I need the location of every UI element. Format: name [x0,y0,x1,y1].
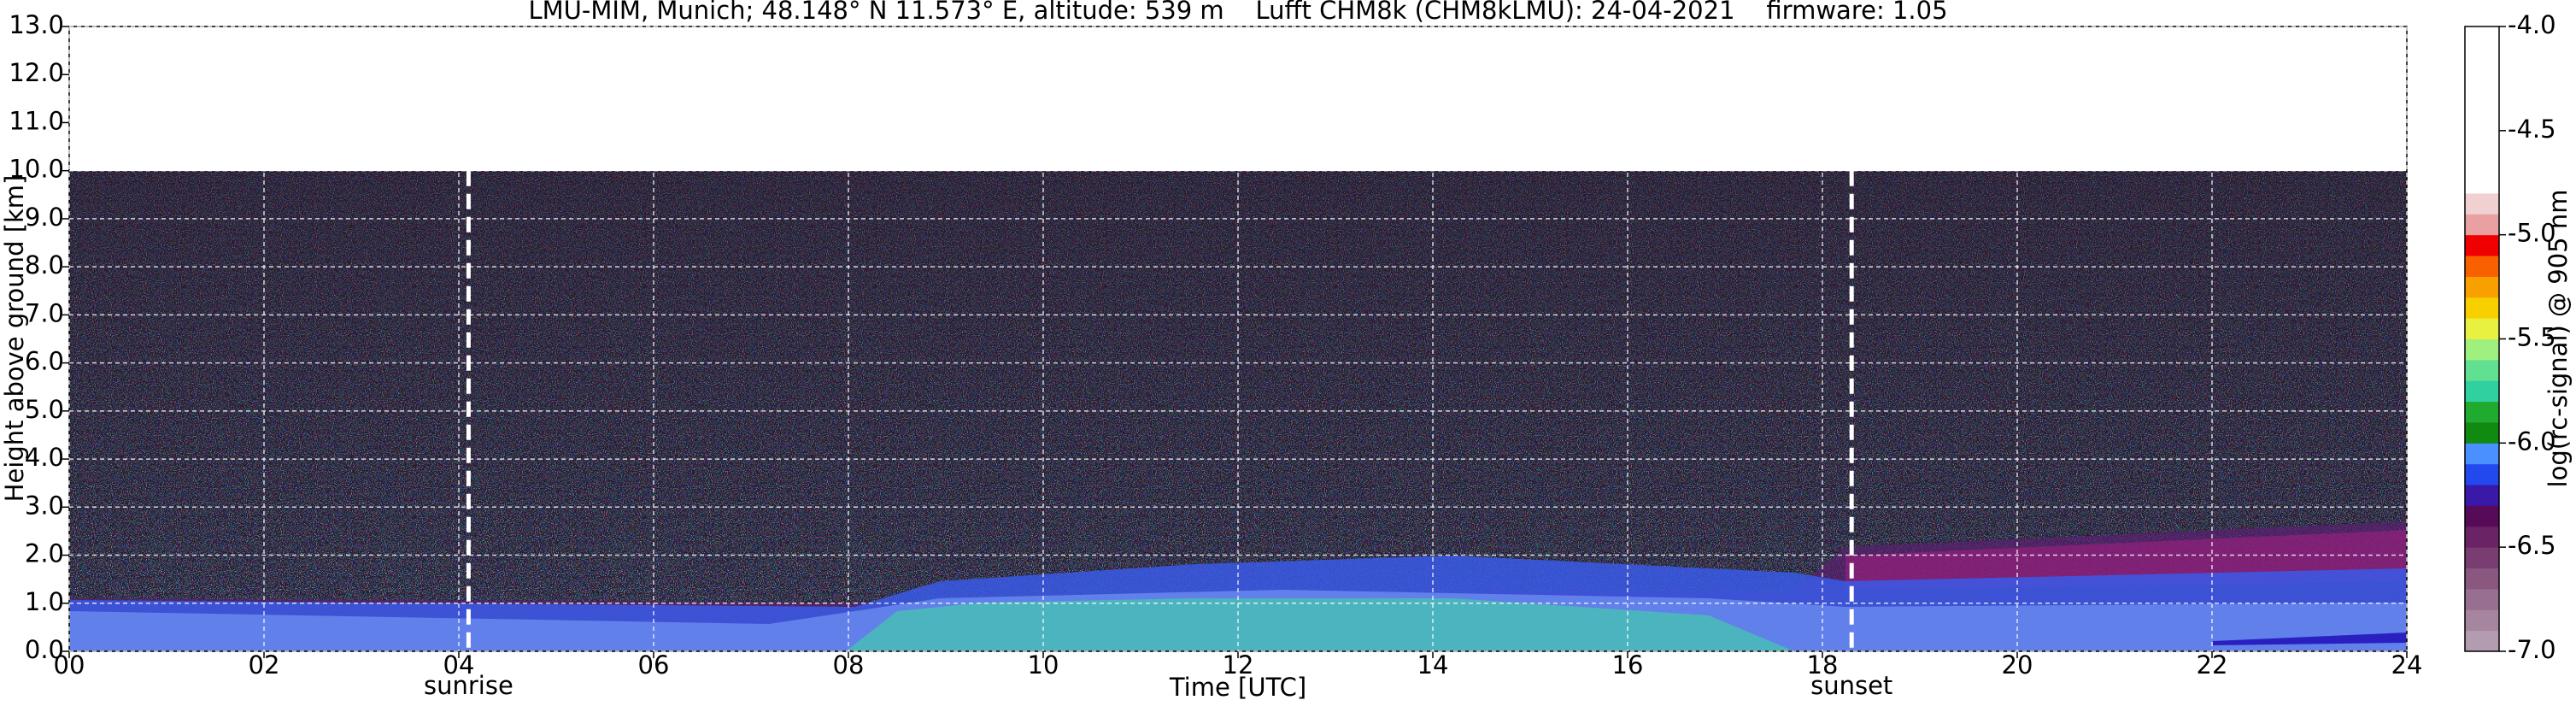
x-tick-label: 14 [1417,650,1449,680]
y-tick-label: 9.0 [25,203,64,232]
colorbar-band [2465,485,2499,506]
colorbar-band [2465,588,2499,610]
x-tick-label: 20 [2002,650,2033,680]
y-tick-label: 8.0 [25,250,64,279]
x-tick-label: 12 [1223,650,1254,680]
colorbar-band [2465,256,2499,277]
x-tick-label: 10 [1028,650,1059,680]
y-tick-label: 11.0 [9,106,64,135]
colorbar-band [2465,151,2499,174]
x-tick-label: 16 [1612,650,1644,680]
colorbar-band [2465,234,2499,256]
colorbar-band [2465,172,2499,194]
y-axis-label: Height above ground [km] [0,175,29,503]
x-tick-label: 04 [443,650,475,680]
colorbar-band [2465,214,2499,236]
colorbar-band [2465,130,2499,152]
x-tick-label: 02 [249,650,280,680]
y-tick-label: 4.0 [25,443,64,472]
colorbar-tick-label: -5.0 [2508,219,2556,248]
y-tick-label: 10.0 [9,155,64,184]
colorbar-band [2465,630,2499,652]
chart-title: LMU-MIM, Munich; 48.148° N 11.573° E, al… [528,0,1947,25]
y-tick-label: 6.0 [25,347,64,376]
y-tick-label: 7.0 [25,298,64,327]
y-tick-label: 12.0 [9,58,64,87]
colorbar-band [2465,547,2499,569]
x-tick-label: 06 [638,650,670,680]
colorbar-band [2465,526,2499,548]
colorbar-band [2465,463,2499,485]
colorbar-band [2465,443,2499,465]
x-tick-label: 00 [54,650,85,680]
colorbar-band [2465,380,2499,403]
x-tick-label: 18 [1807,650,1839,680]
colorbar-band [2465,568,2499,590]
x-axis-label: Time [UTC] [1169,673,1306,702]
colorbar-band [2465,609,2499,632]
colorbar-band [2465,359,2499,381]
colorbar-tick-label: -4.5 [2508,115,2556,144]
y-tick-label: 13.0 [9,10,64,39]
colorbar-band [2465,338,2499,361]
colorbar-band [2465,297,2499,319]
colorbar-tick-label: -4.0 [2508,10,2556,39]
colorbar-band [2465,421,2499,444]
colorbar-band [2465,192,2499,215]
colorbar-band [2465,47,2499,69]
x-tick-label: 08 [833,650,865,680]
colorbar-band [2465,505,2499,527]
y-tick-label: 0.0 [25,635,64,664]
x-tick-label: 22 [2197,650,2228,680]
y-tick-label: 1.0 [25,587,64,616]
colorbar-tick-label: -6.5 [2508,531,2556,560]
colorbar-band [2465,89,2499,110]
colorbar-band [2465,401,2499,423]
x-tick-label: 24 [2391,650,2423,680]
colorbar-band [2465,26,2499,48]
colorbar-band [2465,109,2499,132]
y-tick-label: 5.0 [25,395,64,424]
y-tick-label: 3.0 [25,491,64,520]
annotation-label: sunrise [424,671,513,700]
colorbar-band [2465,276,2499,298]
annotation-label: sunset [1810,671,1892,700]
colorbar-tick-label: -5.5 [2508,323,2556,352]
colorbar-tick-label: -6.0 [2508,427,2556,456]
colorbar-label: log(rc-signal) @ 905 nm [2544,190,2573,488]
colorbar-band [2465,68,2499,90]
y-tick-label: 2.0 [25,539,64,568]
colorbar-band [2465,318,2499,339]
colorbar-tick-label: -7.0 [2508,635,2556,664]
